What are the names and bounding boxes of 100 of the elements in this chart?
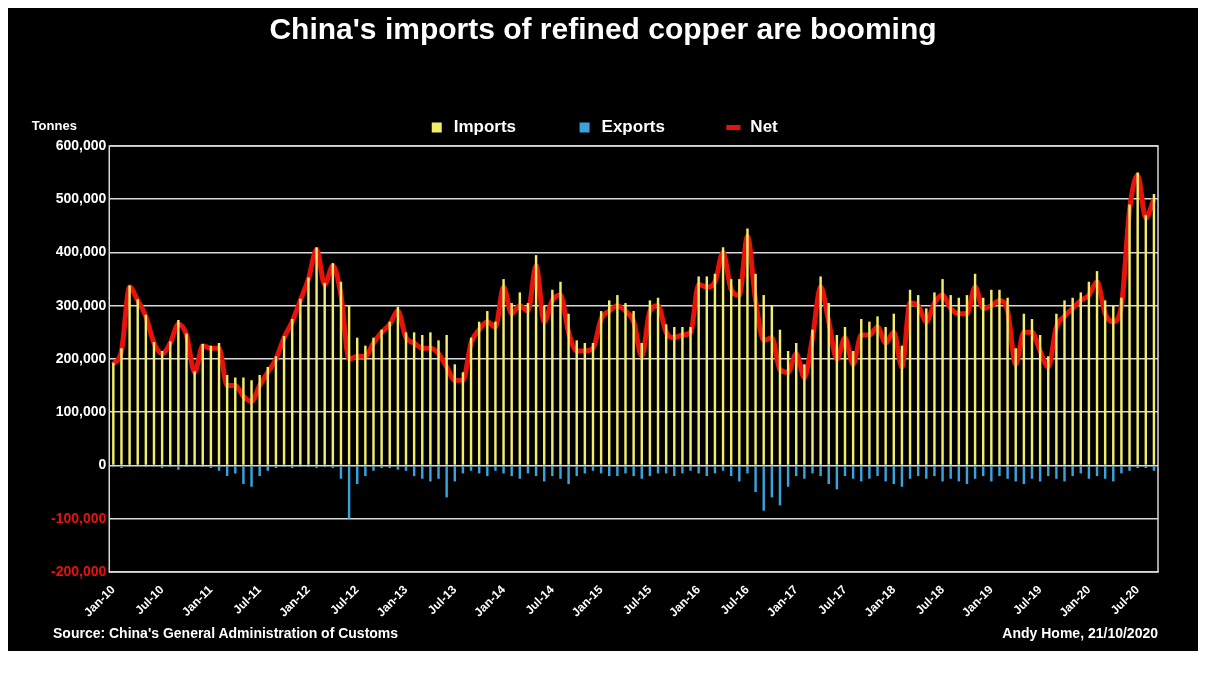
bar [811,466,814,474]
y-tick-label: -100,000 [50,509,107,526]
bar [868,321,871,465]
bar [1128,466,1131,471]
bar [697,466,700,474]
bar [1063,466,1066,482]
bar [673,466,676,477]
y-tick-label: 600,000 [55,136,107,153]
bar [551,289,554,465]
y-tick-label: 300,000 [55,296,107,313]
bar [551,466,554,477]
bar [868,466,871,479]
bar [177,466,180,470]
bar [258,374,261,465]
bar [681,466,684,474]
bar [128,285,131,465]
bar [567,466,570,485]
bar [242,377,245,465]
bar [616,466,619,477]
bar [258,466,261,477]
bar [803,466,806,479]
bar [112,362,115,465]
bar [949,466,952,479]
bar [876,316,879,465]
bar [819,276,822,465]
bar [486,311,489,465]
bar [266,466,270,471]
bar [559,466,562,479]
bar [697,276,700,465]
bar [559,281,562,465]
bar [1006,297,1009,465]
bar [1055,466,1058,479]
bar [884,327,887,465]
bar [925,308,928,465]
chart-title: China's imports of refined copper are booming [269,12,937,46]
bar [803,364,806,465]
bar [632,311,635,465]
bar [1120,466,1123,474]
bar [323,282,326,465]
bar [177,320,180,465]
bar [120,348,123,465]
bar [1152,466,1156,471]
bar [673,327,676,465]
bar [494,466,497,471]
y-tick-label: 400,000 [55,243,107,260]
bar [567,313,570,465]
bar [502,279,505,465]
bar [949,295,952,465]
bar [372,337,375,465]
bar [364,345,367,465]
bar [486,466,489,477]
bar [1071,297,1074,465]
bar [591,466,595,471]
bar [624,303,627,465]
bar [250,380,253,465]
bar [819,466,822,477]
bar [193,371,196,465]
bar [746,466,749,474]
legend-label: Imports [453,117,517,137]
bar [469,466,473,471]
text: Andy Home, 21/10/2020 [1002,625,1158,641]
bar [510,466,513,477]
bar [689,466,692,471]
bar [445,335,448,465]
bar [689,327,692,465]
y-tick-label: 200,000 [55,349,107,366]
bar [681,327,684,465]
y-tick-label: 500,000 [55,190,107,207]
source-note: Source: China's General Administration of Customs [53,625,399,641]
bar [315,247,318,465]
bar [185,333,188,465]
bar [762,295,765,465]
bar [998,466,1001,477]
bar [1063,300,1066,465]
bar [941,279,944,465]
bar [811,329,814,465]
bar [1136,172,1139,465]
bar [380,329,383,465]
bar [762,466,765,511]
bar [437,340,440,465]
bar [998,289,1001,465]
bar [990,466,993,482]
bar [372,466,375,471]
bar [738,466,741,482]
bar [754,273,757,465]
y-tick-label: 100,000 [55,403,107,420]
bar [1112,305,1115,465]
bar [616,295,619,465]
legend-label: Net [750,117,779,137]
bar [364,466,367,477]
bar [925,466,928,479]
bar [933,466,936,477]
bar [1055,313,1058,465]
bar [250,466,253,487]
bar [437,466,440,479]
y-axis-title: Tonnes [31,117,77,133]
bar [502,466,505,474]
bar [738,279,741,465]
bar [217,466,221,471]
bar [990,289,993,465]
